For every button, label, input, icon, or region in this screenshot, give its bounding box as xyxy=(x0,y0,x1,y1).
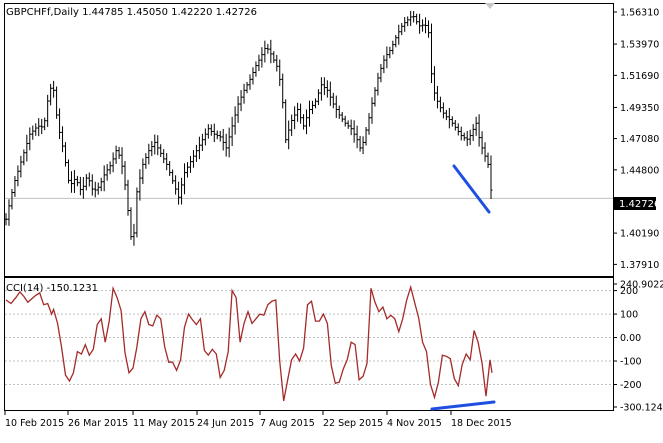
price-header: GBPCHFf,Daily 1.44785 1.45050 1.42220 1.… xyxy=(6,7,257,18)
price-axis-label: 1.37910 xyxy=(620,260,659,271)
date-axis: 10 Feb 2015 26 Mar 2015 11 May 2015 24 Jun … xyxy=(4,411,512,429)
cci-axis-label: 0.00 xyxy=(620,333,641,344)
cci-axis-label: 100 xyxy=(620,310,638,321)
date-axis-label: 7 Aug 2015 xyxy=(260,418,315,429)
date-axis-label: 26 Mar 2015 xyxy=(68,418,128,429)
price-axis-label: 1.53970 xyxy=(620,40,659,51)
cci-header: CCI(14) -150.1231 xyxy=(6,283,98,294)
price-axis-label: 1.44800 xyxy=(620,165,659,176)
current-price-label: 1.42726 xyxy=(619,199,660,210)
price-axis-label: 1.40190 xyxy=(620,229,659,240)
chart-shift-marker-icon[interactable] xyxy=(485,3,495,9)
date-axis-label: 22 Sep 2015 xyxy=(323,418,383,429)
price-divergence-line[interactable] xyxy=(452,164,491,214)
date-axis-label: 10 Feb 2015 xyxy=(5,418,64,429)
price-axis: 1.56310 1.53970 1.51690 1.49350 1.47080 1.448… xyxy=(613,7,659,271)
cci-axis-label: 200 xyxy=(620,286,638,297)
cci-axis-label: -200 xyxy=(620,380,642,391)
price-axis-label: 1.49350 xyxy=(620,103,659,114)
date-axis-label: 11 May 2015 xyxy=(133,418,195,429)
date-axis-label: 18 Dec 2015 xyxy=(451,418,512,429)
cci-divergence-line[interactable] xyxy=(430,400,496,411)
price-axis-label: 1.47080 xyxy=(620,134,659,145)
cci-axis-label: -300.1244 xyxy=(620,403,663,414)
cci-axis-label: 240.9022 xyxy=(620,280,663,291)
date-axis-label: 24 Jun 2015 xyxy=(197,418,254,429)
price-axis-label: 1.56310 xyxy=(620,7,659,18)
cci-panel-frame xyxy=(4,277,614,411)
current-price-box xyxy=(614,197,656,210)
cci-line xyxy=(5,284,493,402)
cci-axis-label: -100 xyxy=(620,357,642,368)
price-panel-frame xyxy=(4,3,614,277)
date-axis-label: 4 Nov 2015 xyxy=(387,418,442,429)
price-axis-label: 1.51690 xyxy=(620,71,659,82)
price-bars-group xyxy=(4,10,493,246)
